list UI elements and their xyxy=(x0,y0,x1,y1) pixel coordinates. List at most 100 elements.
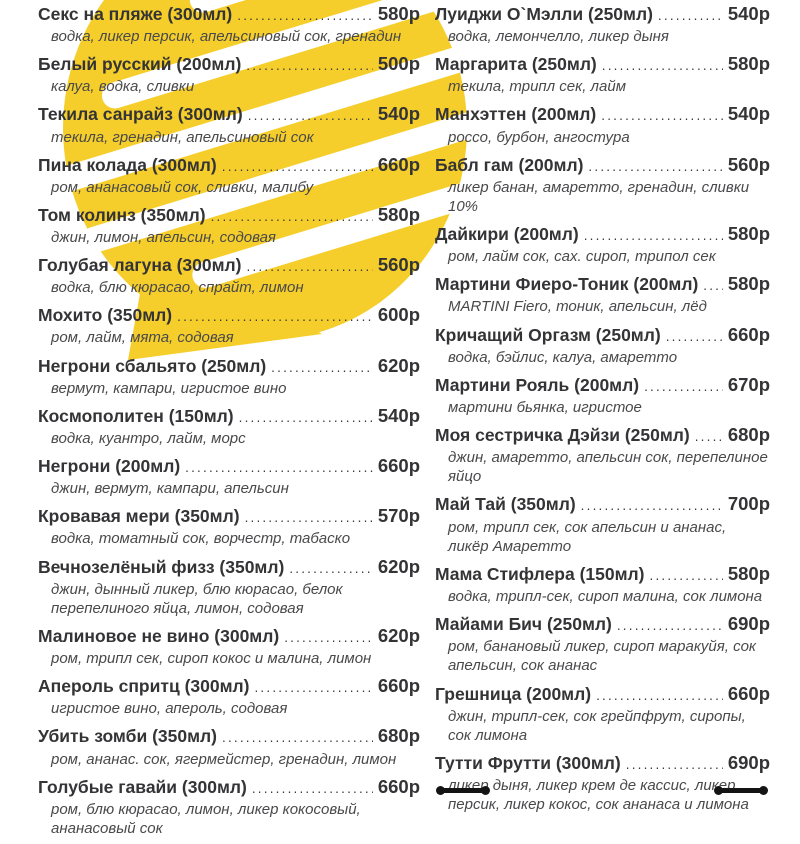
item-ingredients: джин, дынный ликер, блю кюрасао, белок п… xyxy=(51,580,343,617)
item-title: Убить зомби (350мл) xyxy=(38,726,217,747)
item-price: 620р xyxy=(377,555,420,577)
menu-item: Апероль спритц (300мл) 660р игристое вин… xyxy=(38,674,420,718)
dot-leader xyxy=(658,7,723,25)
item-price: 580р xyxy=(727,223,770,245)
menu-item-title-row: Малиновое не вино (300мл) 620р xyxy=(38,624,420,648)
item-price: 570р xyxy=(377,505,420,527)
item-title: Луиджи О`Мэлли (250мл) xyxy=(435,4,653,24)
item-title: Пина колада (300мл) xyxy=(38,154,217,175)
item-price: 580р xyxy=(377,3,420,24)
menu-item-title-row: Майами Бич (250мл) 690р xyxy=(435,612,770,636)
item-price: 620р xyxy=(377,354,420,376)
dot-leader xyxy=(703,277,723,295)
menu-item: Голубые гавайи (300мл) 660р ром, блю кюр… xyxy=(38,775,420,838)
item-ingredients: водка, томатный сок, ворчестр, табаско xyxy=(51,530,351,548)
item-ingredients: текила, трипл сек, лайм xyxy=(448,78,626,96)
dot-leader xyxy=(185,459,373,477)
item-ingredients: ром, трипл сек, сироп кокос и малина, ли… xyxy=(51,650,372,668)
item-title: Грешница (200мл) xyxy=(435,683,592,704)
item-title: Моя сестричка Дэйзи (250мл) xyxy=(435,425,690,446)
menu-item-title-row: Кровавая мери (350мл) 570р xyxy=(38,504,420,528)
menu-item-title-row: Мохито (350мл) 600р xyxy=(38,303,420,327)
dot-leader xyxy=(626,756,723,774)
item-title: Мартини Фиеро-Тоник (200мл) xyxy=(435,274,699,295)
menu-item-title-row: Текила санрайз (300мл) 540р xyxy=(38,102,420,126)
menu-item: Кричащий Оргазм (250мл) 660р водка, бэйл… xyxy=(435,323,770,367)
item-ingredients: ликер дыня, ликер крем де кассис, ликер … xyxy=(448,777,749,814)
item-ingredients: джин, трипл-сек, сок грейпфрут, сиропы, … xyxy=(448,707,746,744)
menu-item: Белый русский (200мл) 500р калуа, водка,… xyxy=(38,52,420,96)
item-title: Голубые гавайи (300мл) xyxy=(38,776,247,797)
item-title: Голубая лагуна (300мл) xyxy=(38,255,242,276)
dot-leader xyxy=(596,687,723,705)
item-ingredients: ром, лайм сок, сах. сироп, трипол сек xyxy=(448,248,716,266)
item-ingredients: ром, лайм, мята, содовая xyxy=(51,329,234,347)
item-title: Бабл гам (200мл) xyxy=(435,154,584,175)
menu-item-title-row: Убить зомби (350мл) 680р xyxy=(38,724,420,748)
menu-item: Мохито (350мл) 600р ром, лайм, мята, сод… xyxy=(38,303,420,347)
item-ingredients: россо, бурбон, ангостура xyxy=(448,128,630,146)
menu-item: Пина колада (300мл) 660р ром, ананасовый… xyxy=(38,153,420,197)
dot-leader xyxy=(284,629,373,647)
menu-column-left: Секс на пляже (300мл) 580р водка, ликер … xyxy=(38,2,420,844)
menu-item-title-row: Мартини Рояль (200мл) 670р xyxy=(435,373,770,397)
item-ingredients: ликер банан, амаретто, гренадин, сливки … xyxy=(448,178,750,215)
item-price: 660р xyxy=(727,323,770,345)
item-ingredients: водка, трипл-сек, сироп малина, сок лимо… xyxy=(448,587,763,605)
item-price: 660р xyxy=(727,682,770,704)
dot-leader xyxy=(601,107,723,125)
barbell-line xyxy=(443,788,483,793)
dot-leader xyxy=(246,57,373,75)
item-price: 500р xyxy=(377,53,420,75)
menu-item-title-row: Белый русский (200мл) 500р xyxy=(38,52,420,76)
menu-item: Манхэттен (200мл) 540р россо, бурбон, ан… xyxy=(435,102,770,146)
dot-leader xyxy=(588,158,722,176)
item-title: Апероль спритц (300мл) xyxy=(38,676,250,697)
barbell-line xyxy=(721,788,761,793)
menu-item-title-row: Кричащий Оргазм (250мл) 660р xyxy=(435,323,770,347)
menu-item: Убить зомби (350мл) 680р ром, ананас. со… xyxy=(38,724,420,768)
item-price: 620р xyxy=(377,625,420,646)
dot-leader xyxy=(289,560,373,578)
item-price: 670р xyxy=(727,373,770,395)
item-title: Манхэттен (200мл) xyxy=(435,104,597,125)
dot-leader xyxy=(650,567,723,585)
item-ingredients: водка, ликер персик, апельсиновый сок, г… xyxy=(51,28,402,46)
menu-item: Грешница (200мл) 660р джин, трипл-сек, с… xyxy=(435,682,770,745)
dot-leader xyxy=(271,359,373,377)
item-ingredients: текила, гренадин, апельсиновый сок xyxy=(51,128,314,146)
menu-item-title-row: Грешница (200мл) 660р xyxy=(435,682,770,706)
item-title: Кровавая мери (350мл) xyxy=(38,506,240,527)
item-title: Мохито (350мл) xyxy=(38,305,173,326)
dot-leader xyxy=(644,378,723,396)
menu-item: Том колинз (350мл) 580р джин, лимон, апе… xyxy=(38,203,420,247)
item-ingredients: ром, трипл сек, сок апельсин и ананас, л… xyxy=(448,518,727,555)
item-ingredients: MARTINI Fiero, тоник, апельсин, лёд xyxy=(448,298,707,316)
item-price: 660р xyxy=(377,675,420,697)
menu-item-title-row: Негрони (200мл) 660р xyxy=(38,454,420,478)
menu-item-title-row: Манхэттен (200мл) 540р xyxy=(435,102,770,126)
menu-column-right: Луиджи О`Мэлли (250мл) 540р водка, лемон… xyxy=(435,2,770,844)
item-title: Текила санрайз (300мл) xyxy=(38,104,243,125)
item-ingredients: калуа, водка, сливки xyxy=(51,78,195,96)
item-ingredients: ром, банановый ликер, сироп маракуйя, со… xyxy=(448,638,757,675)
menu-item: Космополитен (150мл) 540р водка, куантро… xyxy=(38,404,420,448)
menu-item: Голубая лагуна (300мл) 560р водка, блю к… xyxy=(38,253,420,297)
dot-leader xyxy=(222,158,373,176)
menu-item: Негрони (200мл) 660р джин, вермут, кампа… xyxy=(38,454,420,498)
menu-item-title-row: Моя сестричка Дэйзи (250мл) 680р xyxy=(435,423,770,447)
menu-item: Секс на пляже (300мл) 580р водка, ликер … xyxy=(38,2,420,46)
menu-item-title-row: Вечнозелёный физз (350мл) 620р xyxy=(38,555,420,579)
menu-item-title-row: Негрони сбальято (250мл) 620р xyxy=(38,354,420,378)
item-price: 540р xyxy=(727,3,770,24)
item-price: 580р xyxy=(727,273,770,295)
item-price: 560р xyxy=(377,254,420,276)
menu-item: Мама Стифлера (150мл) 580р водка, трипл-… xyxy=(435,562,770,606)
item-title: Кричащий Оргазм (250мл) xyxy=(435,324,661,345)
item-price: 680р xyxy=(727,424,770,446)
item-price: 560р xyxy=(727,153,770,175)
item-price: 580р xyxy=(727,53,770,75)
item-ingredients: водка, бэйлис, калуа, амаретто xyxy=(448,348,678,366)
item-title: Майами Бич (250мл) xyxy=(435,614,612,635)
menu-item: Майами Бич (250мл) 690р ром, банановый л… xyxy=(435,612,770,675)
